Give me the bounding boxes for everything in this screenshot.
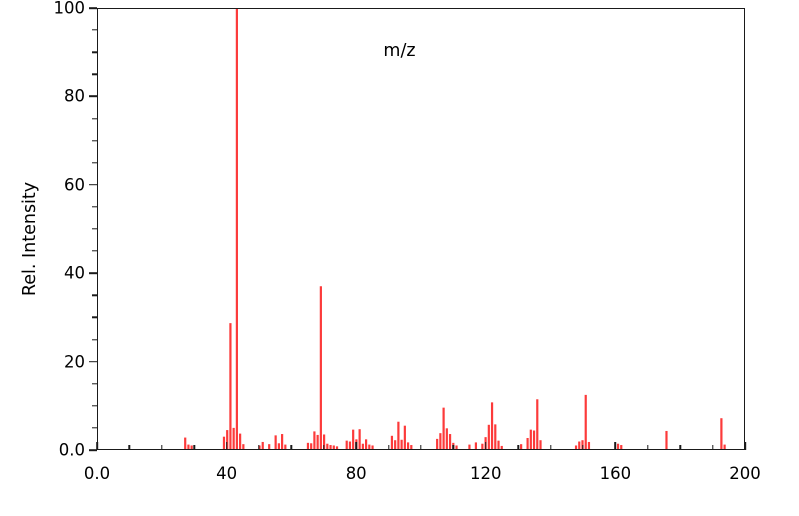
- spectrum-peaks: [98, 9, 744, 449]
- x-tick-major: [484, 442, 487, 450]
- y-tick-minor: [92, 250, 97, 252]
- x-tick-minor: [161, 445, 163, 450]
- y-tick-minor: [92, 228, 97, 230]
- x-tick-minor: [323, 445, 325, 450]
- y-tick-minor: [92, 139, 97, 142]
- x-tick-major: [96, 442, 98, 450]
- y-tick-minor: [92, 51, 97, 53]
- x-tick-minor: [647, 445, 649, 450]
- y-tick-major: [89, 449, 97, 451]
- x-tick-major: [614, 442, 617, 450]
- x-tick-minor: [452, 445, 455, 450]
- y-tick-label: 80: [64, 86, 85, 106]
- x-tick-minor: [387, 445, 390, 450]
- y-tick-minor: [92, 382, 97, 385]
- y-tick-major: [89, 360, 97, 363]
- y-tick-minor: [92, 117, 97, 120]
- x-tick-minor: [517, 445, 519, 450]
- y-axis-label: Rel. Intensity: [20, 181, 40, 297]
- y-tick-minor: [92, 294, 97, 296]
- y-tick-label: 100: [53, 0, 86, 18]
- x-tick-minor: [549, 445, 552, 450]
- plot-area: [97, 8, 745, 450]
- y-tick-major: [89, 183, 97, 186]
- x-tick-minor: [258, 445, 260, 450]
- y-axis: 0.0 20 40 60 80 100: [0, 0, 97, 516]
- x-tick-minor: [679, 445, 681, 450]
- x-tick-major: [355, 442, 357, 450]
- x-axis: 0.0 40 80 120 160 200: [0, 442, 799, 516]
- x-axis-label: m/z: [383, 41, 416, 61]
- y-tick-minor: [92, 206, 97, 208]
- y-tick-minor: [92, 73, 97, 75]
- y-tick-label: 20: [64, 352, 85, 372]
- x-tick-minor: [193, 445, 195, 450]
- y-tick-minor: [92, 405, 97, 407]
- x-tick-label: 200: [729, 464, 761, 483]
- x-tick-minor: [290, 445, 293, 450]
- y-tick-label: 60: [64, 175, 85, 195]
- x-tick-major: [744, 442, 746, 450]
- y-tick-major: [89, 95, 97, 98]
- x-tick-label: 0.0: [83, 464, 111, 483]
- x-tick-minor: [128, 445, 131, 450]
- y-tick-label: 0.0: [58, 440, 85, 460]
- y-tick-major: [89, 7, 97, 9]
- x-tick-minor: [582, 445, 584, 450]
- x-tick-label: 80: [345, 464, 367, 483]
- y-tick-minor: [92, 161, 97, 164]
- x-tick-major: [225, 442, 228, 450]
- x-tick-label: 40: [216, 464, 238, 483]
- x-tick-minor: [420, 445, 422, 450]
- x-tick-label: 120: [470, 464, 502, 483]
- y-tick-minor: [92, 338, 97, 341]
- y-tick-major: [89, 272, 97, 274]
- y-tick-label: 40: [64, 263, 85, 283]
- x-tick-minor: [711, 445, 714, 450]
- y-tick-minor: [92, 427, 97, 429]
- y-tick-minor: [92, 29, 97, 31]
- y-tick-minor: [92, 316, 97, 319]
- x-tick-label: 160: [599, 464, 632, 483]
